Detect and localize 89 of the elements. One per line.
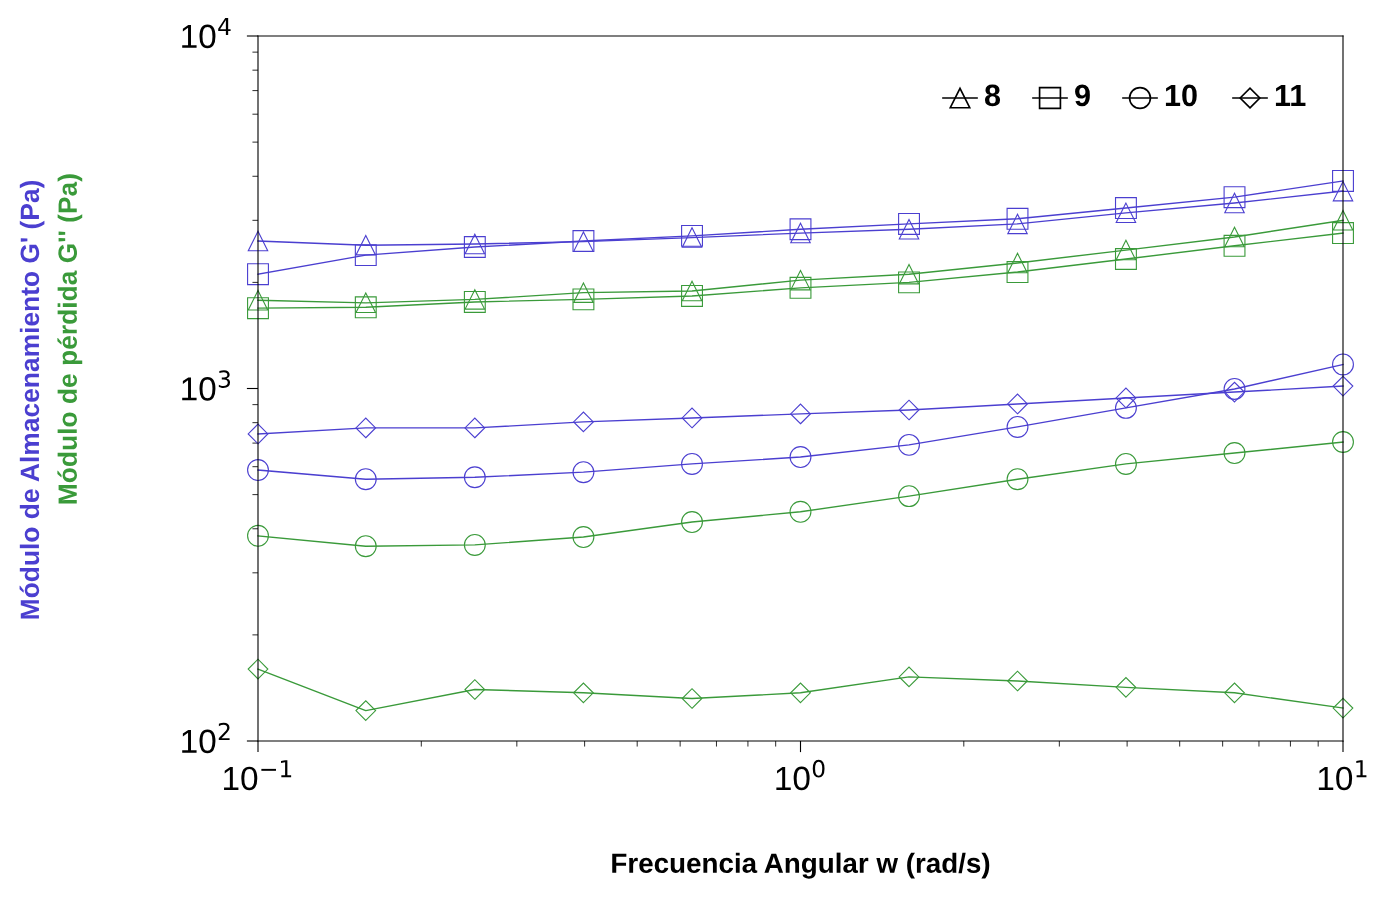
point	[1007, 213, 1028, 235]
point	[1332, 375, 1354, 397]
y-axis-title: Módulo de pérdida G'' (Pa)	[57, 174, 83, 504]
point	[898, 218, 920, 240]
point	[572, 461, 595, 484]
point	[572, 288, 595, 311]
annotation: 10	[1165, 84, 1197, 107]
point	[1007, 670, 1028, 692]
point	[247, 423, 269, 445]
point	[898, 263, 920, 285]
point	[790, 269, 811, 291]
y-tick-label: 10$^{2}$	[182, 722, 230, 754]
point	[1332, 210, 1354, 231]
point	[898, 433, 920, 456]
point	[355, 234, 377, 256]
point	[355, 700, 377, 721]
point	[1114, 197, 1137, 220]
point	[1114, 452, 1137, 475]
point	[354, 296, 377, 319]
y-tick-label: 10$^{4}$	[182, 18, 231, 49]
point	[247, 289, 269, 311]
point	[1115, 239, 1137, 261]
x-tick-label: 10$^{−1}$	[224, 760, 292, 791]
point	[898, 485, 920, 508]
point	[1115, 676, 1137, 698]
point	[1332, 697, 1354, 719]
point	[1114, 396, 1137, 419]
point	[355, 292, 377, 314]
point	[354, 468, 377, 491]
point	[1332, 180, 1354, 202]
x-tick-label: 10$^{1}$	[1318, 760, 1367, 791]
point	[247, 524, 269, 547]
point	[1114, 248, 1137, 270]
point	[898, 271, 920, 294]
point	[247, 263, 269, 286]
point	[1006, 261, 1029, 284]
point	[681, 285, 703, 307]
point	[1006, 207, 1029, 230]
point	[681, 511, 703, 534]
point	[1332, 222, 1354, 245]
point	[247, 459, 269, 482]
point	[1224, 226, 1245, 248]
point	[354, 535, 377, 558]
point	[1332, 169, 1354, 192]
annotation: 8	[984, 84, 1001, 107]
point	[1007, 393, 1028, 415]
point	[1007, 252, 1028, 274]
point	[354, 244, 377, 267]
x-axis-title: Frecuencia Angular w (rad/s)	[612, 852, 990, 879]
point	[898, 399, 920, 421]
point	[1224, 192, 1245, 214]
point	[1223, 442, 1246, 465]
point	[573, 411, 594, 433]
point	[573, 682, 594, 704]
point	[898, 212, 920, 235]
y-tick-label: 10$^{3}$	[182, 370, 231, 401]
point	[1006, 468, 1029, 491]
point	[681, 452, 703, 475]
point	[789, 276, 812, 299]
text: Módulo de Almacenamiento G' (Pa)	[19, 180, 45, 619]
point	[681, 407, 703, 429]
point	[1332, 353, 1354, 376]
point	[247, 230, 269, 252]
point	[247, 658, 269, 680]
point	[573, 282, 594, 303]
point	[1006, 415, 1029, 438]
point	[464, 679, 486, 700]
point	[790, 682, 811, 704]
point	[1223, 186, 1246, 209]
point	[463, 533, 486, 556]
point	[790, 403, 811, 425]
point	[572, 526, 595, 549]
x-tick-label: 10$^{0}$	[776, 759, 825, 791]
point	[1224, 682, 1245, 704]
point	[789, 446, 812, 469]
point	[247, 297, 269, 320]
point	[355, 417, 377, 439]
point	[681, 688, 703, 709]
annotation: 9	[1075, 84, 1090, 107]
point	[463, 466, 486, 489]
point	[1223, 234, 1246, 257]
point	[898, 666, 920, 688]
point	[1115, 202, 1137, 224]
point	[681, 280, 703, 302]
point	[464, 417, 486, 439]
point	[1115, 387, 1137, 409]
annotation: 11	[1275, 84, 1306, 106]
point	[789, 500, 812, 523]
point	[1332, 431, 1354, 453]
